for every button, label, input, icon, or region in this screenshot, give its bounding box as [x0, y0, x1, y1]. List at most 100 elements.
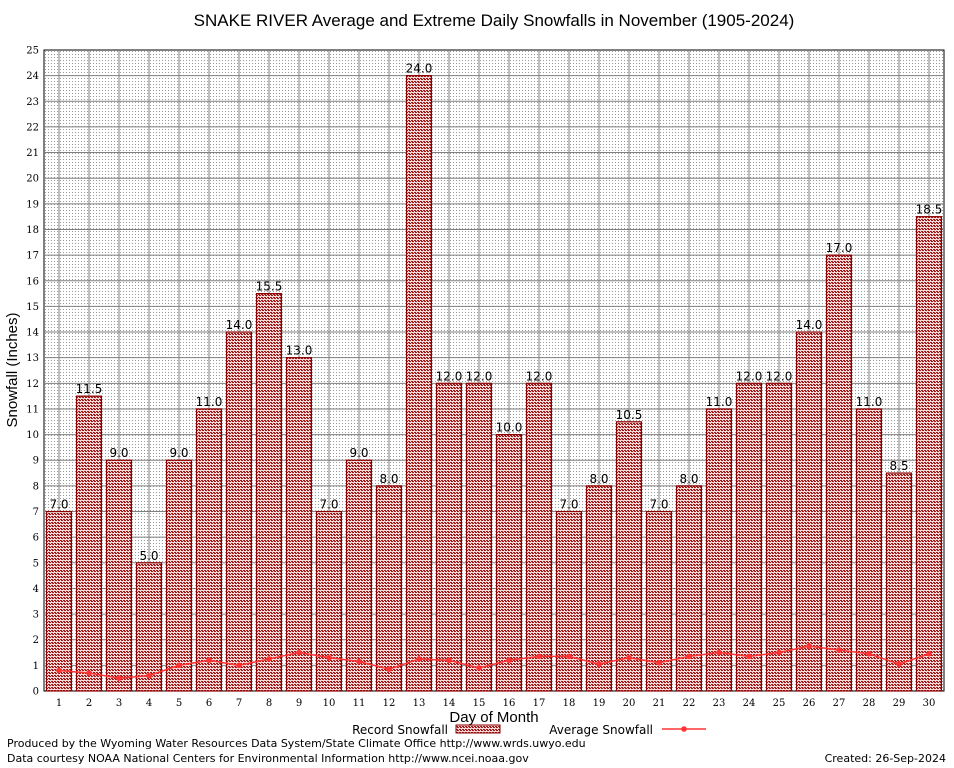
- x-tick-label: 11: [353, 698, 366, 709]
- record-bar: [225, 331, 253, 692]
- record-bar: [135, 562, 163, 692]
- bar-value-label: 7.0: [559, 498, 578, 512]
- average-point: [416, 656, 422, 662]
- y-tick-label: 4: [33, 584, 39, 595]
- y-tick-label: 12: [26, 379, 39, 390]
- x-tick-label: 10: [323, 698, 336, 709]
- chart-title: SNAKE RIVER Average and Extreme Daily Sn…: [194, 11, 795, 30]
- x-tick-label: 8: [266, 698, 272, 709]
- x-tick-label: 25: [773, 698, 786, 709]
- bar-value-label: 11.0: [856, 395, 883, 409]
- average-point: [716, 649, 722, 656]
- average-point: [746, 653, 752, 660]
- bar-value-label: 11.0: [196, 395, 223, 409]
- average-point: [896, 661, 902, 667]
- average-point: [386, 666, 392, 673]
- x-tick-label: 17: [533, 698, 546, 709]
- x-tick-label: 30: [923, 698, 936, 709]
- y-tick-label: 18: [26, 225, 39, 236]
- y-tick-label: 23: [26, 97, 39, 108]
- bar-value-label: 10.5: [616, 408, 643, 422]
- bar-value-label: 11.0: [706, 395, 733, 409]
- average-series-line: [58, 645, 930, 679]
- legend-average-label: Average Snowfall: [549, 723, 653, 737]
- x-axis-ticks: 1 2 3 4 5 6 7 8 9 10 11 12 13 14 15 16 17 18 19 20 21 22 23 24 2…: [56, 698, 936, 709]
- y-tick-label: 19: [26, 199, 39, 210]
- bar-value-label: 24.0: [406, 62, 433, 76]
- y-tick-label: 7: [33, 507, 39, 518]
- y-tick-label: 20: [26, 174, 39, 185]
- average-point: [236, 662, 242, 669]
- y-tick-label: 9: [33, 456, 39, 467]
- average-point: [506, 657, 512, 664]
- x-tick-label: 22: [683, 698, 696, 709]
- record-bar: [495, 434, 523, 692]
- bar-value-label: 11.5: [76, 382, 103, 396]
- bar-value-label: 7.0: [649, 498, 668, 512]
- record-bar: [915, 216, 943, 692]
- average-point: [266, 656, 272, 662]
- average-point: [446, 657, 452, 664]
- bar-value-label: 9.0: [169, 446, 188, 460]
- y-tick-label: 2: [33, 635, 39, 646]
- average-point: [116, 675, 122, 681]
- average-point: [536, 653, 542, 660]
- record-bar: [255, 292, 283, 692]
- y-tick-label: 6: [33, 533, 39, 544]
- average-point: [146, 672, 152, 679]
- legend-record-swatch: [455, 724, 501, 734]
- bar-value-label: 5.0: [139, 549, 158, 563]
- average-point: [836, 647, 842, 653]
- x-tick-label: 2: [86, 698, 92, 709]
- average-point: [926, 651, 932, 657]
- record-bar: [345, 459, 373, 692]
- bar-value-label: 18.5: [916, 203, 943, 217]
- x-tick-label: 29: [893, 698, 906, 709]
- average-point: [206, 657, 212, 664]
- bar-value-label: 8.5: [889, 459, 908, 473]
- legend-average-marker: [681, 726, 687, 732]
- bar-value-label: 7.0: [49, 498, 68, 512]
- record-bar: [285, 357, 313, 692]
- y-tick-label: 11: [26, 404, 39, 415]
- record-bars: [45, 75, 943, 692]
- x-tick-label: 7: [236, 698, 242, 709]
- average-point: [86, 670, 92, 676]
- y-tick-label: 15: [26, 302, 39, 313]
- y-tick-label: 16: [26, 276, 39, 287]
- x-tick-label: 26: [803, 698, 816, 709]
- record-bar: [165, 459, 193, 692]
- bar-value-label: 9.0: [349, 446, 368, 460]
- y-axis-label: Snowfall (Inches): [4, 312, 21, 427]
- x-tick-label: 19: [593, 698, 606, 709]
- x-tick-label: 6: [206, 698, 212, 709]
- record-bar: [705, 408, 733, 692]
- record-bar: [615, 421, 643, 692]
- x-tick-label: 15: [473, 698, 486, 709]
- average-point: [806, 643, 812, 649]
- record-bar: [825, 254, 853, 692]
- record-bar: [765, 382, 793, 692]
- x-tick-label: 20: [623, 698, 636, 709]
- x-tick-label: 16: [503, 698, 516, 709]
- average-point: [326, 654, 332, 661]
- credit-created-date: Created: 26-Sep-2024: [824, 752, 946, 765]
- bar-value-labels: 7.0 11.5 9.0 5.0 9.0 11.0 14.0 15.5 13.0 7.0 9.0 8.…: [49, 62, 942, 563]
- credit-data-source: Data courtesy NOAA National Centers for …: [7, 752, 529, 765]
- average-point: [686, 653, 692, 660]
- average-point: [866, 651, 872, 657]
- x-tick-label: 27: [833, 698, 846, 709]
- average-line: [56, 643, 932, 681]
- bar-value-label: 14.0: [796, 318, 823, 332]
- x-tick-label: 5: [176, 698, 182, 709]
- y-axis-ticks: 0123456789101112131415161718192021222324…: [26, 46, 39, 698]
- bar-value-label: 10.0: [496, 421, 523, 435]
- x-tick-label: 28: [863, 698, 876, 709]
- bar-value-label: 12.0: [526, 369, 553, 383]
- record-bar: [525, 382, 553, 692]
- x-tick-label: 4: [146, 698, 152, 709]
- y-tick-label: 24: [26, 71, 39, 82]
- y-tick-label: 21: [26, 148, 39, 159]
- average-point: [476, 665, 482, 671]
- record-bar: [45, 510, 73, 692]
